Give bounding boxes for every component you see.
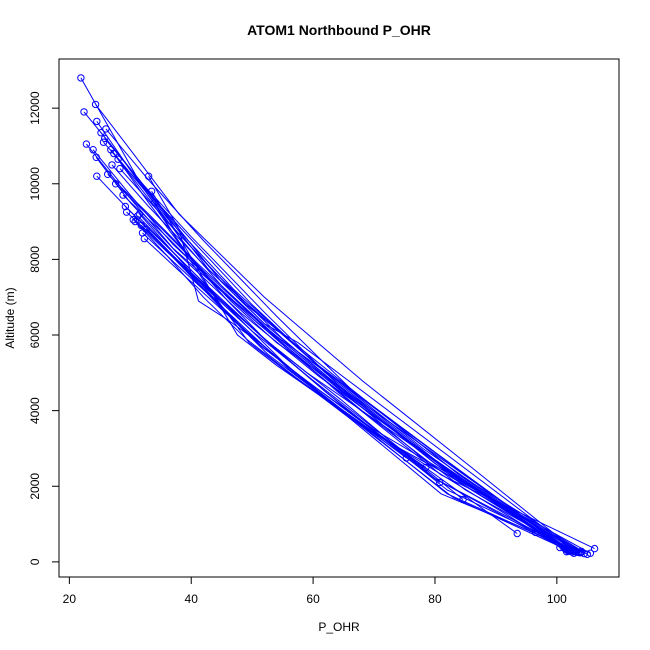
data-point (116, 164, 124, 173)
series-layer (77, 74, 599, 558)
x-tick-label: 80 (428, 592, 442, 606)
chart-title: ATOM1 Northbound P_OHR (247, 22, 431, 38)
y-tick-label: 10000 (28, 167, 42, 201)
data-point (104, 170, 112, 179)
series-line (119, 168, 570, 551)
series-line (134, 221, 536, 533)
y-tick-label: 8000 (28, 246, 42, 273)
x-axis: 20 40 60 80 100 (63, 576, 567, 606)
data-point (436, 478, 444, 487)
series-line (110, 149, 564, 548)
series-28 (142, 225, 595, 557)
data-point (93, 117, 101, 126)
series-line (140, 225, 582, 553)
y-axis-label: Altitude (m) (3, 287, 17, 348)
data-point (122, 208, 131, 216)
data-point (140, 234, 149, 243)
data-point (142, 225, 150, 233)
y-tick-label: 4000 (28, 397, 42, 424)
x-tick-label: 40 (185, 592, 199, 606)
data-point (102, 125, 110, 133)
data-point (121, 202, 130, 211)
data-point (89, 146, 97, 154)
data-point (129, 216, 138, 224)
x-tick-label: 20 (63, 592, 77, 606)
data-point (137, 221, 146, 230)
series-line (113, 153, 572, 551)
data-point (80, 108, 88, 116)
series-line (117, 158, 561, 548)
data-point (586, 549, 595, 557)
series-32 (97, 129, 579, 555)
series-line (107, 173, 575, 554)
series-line (100, 132, 576, 552)
data-point (131, 217, 139, 226)
y-tick-label: 6000 (28, 321, 42, 348)
y-tick-label: 12000 (28, 91, 42, 125)
series-line (122, 194, 577, 553)
series-line (145, 228, 591, 554)
data-point (571, 547, 579, 555)
data-point (108, 161, 116, 169)
series-line (105, 128, 588, 555)
y-tick-label: 2000 (28, 473, 42, 500)
series-31 (107, 146, 567, 551)
data-point (77, 74, 85, 82)
data-point (99, 138, 108, 146)
data-point (101, 134, 109, 143)
series-line (142, 232, 566, 550)
data-point (91, 100, 100, 109)
data-point (135, 210, 144, 218)
data-point (119, 191, 127, 199)
y-tick-label: 0 (28, 558, 42, 565)
data-point (112, 180, 120, 188)
data-point (114, 155, 122, 163)
data-point (590, 544, 599, 553)
x-tick-label: 60 (306, 592, 320, 606)
data-point (144, 172, 153, 180)
data-point (93, 172, 101, 180)
data-point (513, 529, 521, 538)
x-axis-label: P_OHR (318, 620, 360, 634)
x-tick-label: 100 (547, 592, 567, 606)
series-line (95, 104, 576, 551)
data-point (82, 140, 91, 148)
data-point (97, 129, 105, 137)
data-point (559, 543, 567, 551)
series-line (92, 149, 571, 551)
data-point (107, 146, 115, 154)
y-axis: 0 2000 4000 6000 8000 10000 12000 (28, 91, 60, 565)
